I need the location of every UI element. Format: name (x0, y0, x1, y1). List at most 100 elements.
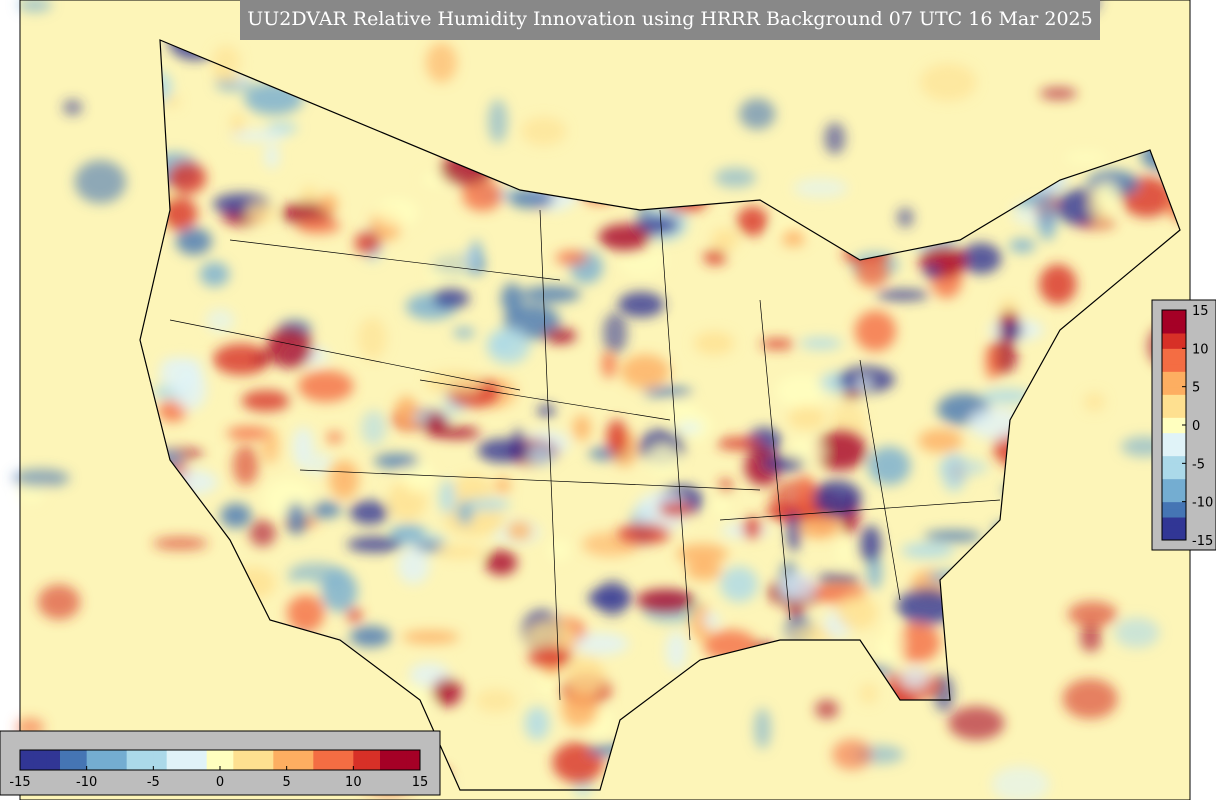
title: UU2DVAR Relative Humidity Innovation usi… (247, 8, 1092, 30)
blob (877, 622, 905, 665)
colorbar-cell (166, 750, 181, 770)
blob (434, 426, 481, 439)
blob (226, 426, 270, 441)
blob (948, 706, 1005, 741)
blob (37, 584, 81, 620)
blob (754, 708, 771, 749)
blob (836, 595, 878, 630)
colorbar-cell (1162, 325, 1186, 334)
blob (453, 327, 475, 338)
vertical-colorbar: -15 -10 -5 0 5 10 15 (1161, 304, 1213, 549)
blob (620, 354, 670, 389)
blob (719, 478, 732, 493)
blob (761, 456, 806, 472)
blob (373, 453, 420, 469)
blob (867, 554, 882, 590)
blob (606, 419, 628, 456)
blob (488, 99, 508, 144)
blob (1094, 181, 1120, 212)
colorbar-cell (300, 750, 314, 770)
colorbar-cell (113, 750, 128, 770)
blob (249, 519, 276, 547)
blob (507, 521, 532, 540)
blob (527, 646, 573, 668)
tick-label: 15 (1192, 304, 1209, 319)
colorbar-cell (1162, 486, 1186, 495)
colorbar-cell (1162, 379, 1186, 388)
blob (266, 326, 314, 369)
tick-label: 15 (412, 775, 429, 790)
blob (703, 249, 727, 265)
blob (346, 536, 403, 553)
blob (714, 167, 757, 188)
blob (220, 503, 252, 528)
blob (897, 207, 914, 228)
blob (834, 534, 854, 569)
blob (636, 589, 695, 611)
blob (427, 251, 473, 293)
blob (494, 477, 511, 494)
blob (74, 160, 127, 204)
blob (253, 354, 270, 365)
blob (319, 193, 338, 215)
coastline (139, 39, 1181, 791)
blob (475, 689, 516, 713)
blob (1114, 617, 1160, 648)
colorbar-cell (1162, 417, 1186, 426)
blob (477, 438, 529, 463)
tick-label: -10 (76, 775, 97, 790)
blob (985, 343, 1000, 381)
colorbar-cell (1162, 310, 1186, 319)
colorbar-cell (1162, 425, 1186, 434)
colorbar-cell (1162, 386, 1186, 395)
blob (643, 387, 693, 398)
colorbar-cell (246, 750, 261, 770)
blob (855, 377, 872, 389)
title-box (240, 0, 1100, 40)
colorbar-cell (1162, 432, 1186, 441)
colorbar-cell (260, 750, 274, 770)
blob (856, 256, 889, 288)
blob (617, 523, 671, 545)
blob (439, 479, 456, 515)
colorbar-cell (1162, 356, 1186, 365)
blob (739, 98, 776, 130)
colorbar-cell (273, 750, 288, 770)
blob (799, 337, 843, 350)
blob (432, 288, 470, 309)
colorbar-cell (193, 750, 208, 770)
blob (287, 592, 325, 633)
colorbar-cell (1162, 455, 1186, 464)
blob (587, 588, 631, 608)
colorbar-cell (1162, 371, 1186, 380)
colorbar-cell (1162, 409, 1186, 418)
blob (390, 524, 426, 542)
colorbar-cell (1162, 524, 1186, 533)
colorbar-cell (1162, 348, 1186, 357)
blob (991, 766, 1050, 800)
blob (824, 122, 846, 155)
blob (264, 143, 280, 169)
colorbar-cell (353, 750, 368, 770)
tick-label: -10 (1192, 496, 1213, 511)
blob (555, 250, 588, 265)
blob (788, 439, 826, 464)
blob (521, 286, 582, 303)
blob (361, 410, 387, 446)
blob (173, 369, 207, 411)
blob (62, 99, 83, 116)
blob (646, 444, 681, 476)
blob (561, 690, 599, 728)
blob (813, 431, 868, 471)
colorbar-cell (60, 750, 74, 770)
state-borders (169, 209, 1001, 701)
blob (484, 550, 518, 576)
colorbar-cell (233, 750, 248, 770)
blob (894, 622, 941, 663)
colorbar-cell (220, 750, 234, 770)
colorbar-cell (1162, 394, 1186, 403)
blob (452, 475, 492, 506)
blob (618, 242, 668, 279)
